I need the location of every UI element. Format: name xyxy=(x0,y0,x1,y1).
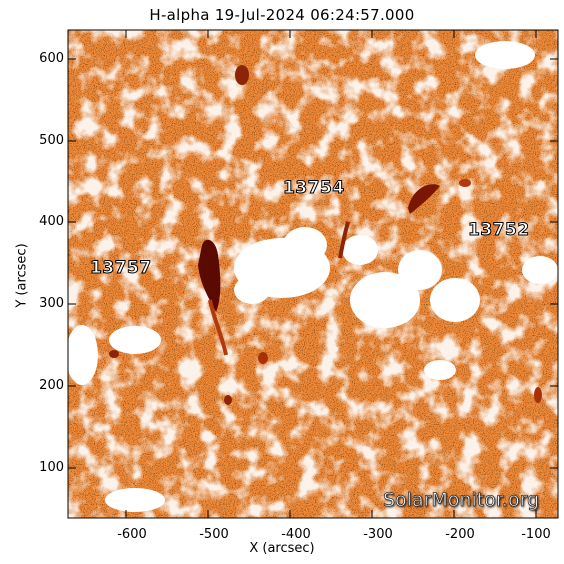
x-tick-label: -600 xyxy=(117,527,147,542)
y-tick-label: 200 xyxy=(39,378,64,393)
x-tick-label: -500 xyxy=(199,527,229,542)
x-tick-label: -200 xyxy=(445,527,475,542)
y-tick-label: 100 xyxy=(39,460,64,475)
image-title: H-alpha 19-Jul-2024 06:24:57.000 xyxy=(149,6,415,24)
x-tick-label: -100 xyxy=(521,527,551,542)
y-tick-label: 600 xyxy=(39,51,64,66)
x-axis-label: X (arcsec) xyxy=(249,541,315,556)
y-tick-label: 300 xyxy=(39,296,64,311)
y-tick-label: 400 xyxy=(39,214,64,229)
dark-filaments xyxy=(109,65,542,405)
watermark: SolarMonitor.org xyxy=(383,489,540,512)
y-tick-label: 500 xyxy=(39,133,64,148)
active-region-label: 13757 xyxy=(90,258,152,279)
active-region-label: 13752 xyxy=(468,220,530,241)
plot-frame xyxy=(67,29,559,519)
x-tick-label: -400 xyxy=(281,527,311,542)
x-tick-label: -300 xyxy=(363,527,393,542)
active-region-label: 13754 xyxy=(283,178,345,199)
tick-marks xyxy=(68,30,558,518)
plage-regions xyxy=(68,41,558,512)
